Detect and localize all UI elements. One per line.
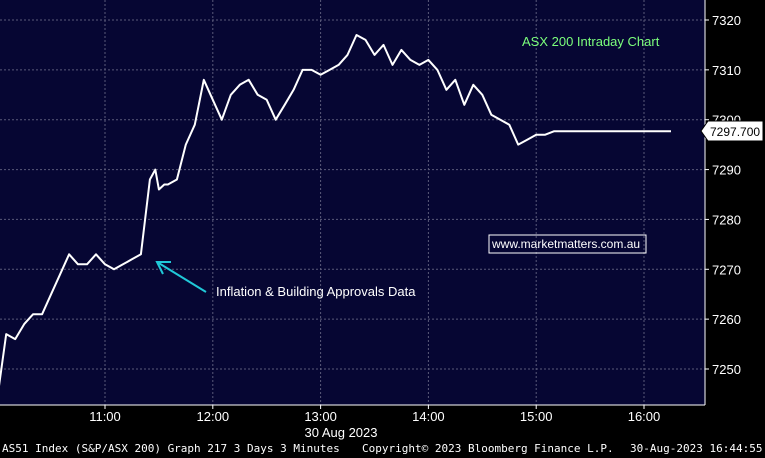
x-tick-label: 16:00: [628, 409, 661, 424]
footer-timestamp: 30-Aug-2023 16:44:55: [630, 442, 763, 455]
grid-lines: [0, 0, 705, 405]
y-tick-label: 7310: [712, 63, 741, 78]
x-tick-label: 13:00: [304, 409, 337, 424]
axis-background: [705, 0, 765, 440]
x-tick-label: 11:00: [89, 409, 121, 424]
date-label: 30 Aug 2023: [304, 425, 377, 440]
watermark-text: www.marketmatters.com.au: [491, 237, 640, 251]
x-tick-label: 15:00: [520, 409, 553, 424]
footer-security: AS51 Index (S&P/ASX 200) Graph 217 3 Day…: [2, 442, 340, 455]
y-tick-label: 7320: [712, 13, 741, 28]
annotation-text: Inflation & Building Approvals Data: [216, 284, 416, 299]
y-tick-label: 7290: [712, 163, 741, 178]
y-tick-label: 7270: [712, 262, 741, 277]
y-tick-label: 7260: [712, 312, 741, 327]
footer-copyright: Copyright© 2023 Bloomberg Finance L.P.: [362, 442, 614, 455]
x-tick-label: 14:00: [412, 409, 445, 424]
y-tick-label: 7280: [712, 212, 741, 227]
last-value-label: 7297.700: [710, 125, 760, 139]
x-tick-label: 12:00: [197, 409, 230, 424]
watermark-box: [488, 234, 647, 254]
plot-background: [0, 0, 705, 405]
annotation-arrow: [155, 261, 207, 293]
x-axis: 11:00 12:00 13:00 14:00 15:00 16:00: [0, 0, 706, 424]
last-value-marker: 7297.700: [700, 120, 764, 142]
series-line-asx200: [0, 34, 671, 387]
y-tick-label: 7250: [712, 362, 741, 377]
footer-bar: AS51 Index (S&P/ASX 200) Graph 217 3 Day…: [0, 440, 765, 458]
chart-title: ASX 200 Intraday Chart: [522, 34, 660, 49]
x-axis-background: [0, 405, 705, 440]
